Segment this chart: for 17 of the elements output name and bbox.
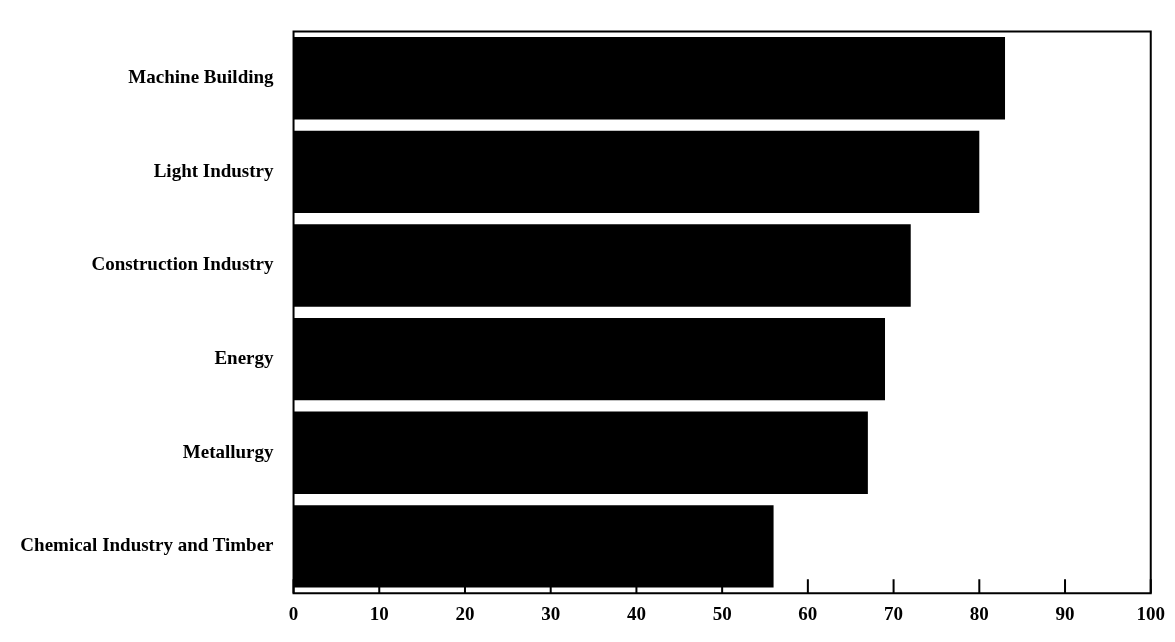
x-tick-label: 70 xyxy=(884,602,904,624)
y-tick-label: Energy xyxy=(214,347,275,369)
x-tick-label: 0 xyxy=(288,602,299,624)
x-tick-label: 10 xyxy=(369,602,389,624)
y-tick-label: Construction Industry xyxy=(91,253,275,275)
y-tick-label: Machine Building xyxy=(128,66,275,88)
x-tick-label: 60 xyxy=(798,602,818,624)
y-tick-label: Metallurgy xyxy=(182,440,275,462)
x-tick-label: 100 xyxy=(1136,602,1165,624)
y-tick-label: Chemical Industry and Timber xyxy=(20,534,275,556)
x-tick-label: 20 xyxy=(455,602,475,624)
x-tick-label: 80 xyxy=(969,602,989,624)
x-tick-label: 50 xyxy=(712,602,732,624)
x-tick-label: 40 xyxy=(626,602,646,624)
y-tick-label: Light Industry xyxy=(153,159,275,181)
x-tick-label: 30 xyxy=(541,602,561,624)
x-tick-label: 90 xyxy=(1055,602,1075,624)
